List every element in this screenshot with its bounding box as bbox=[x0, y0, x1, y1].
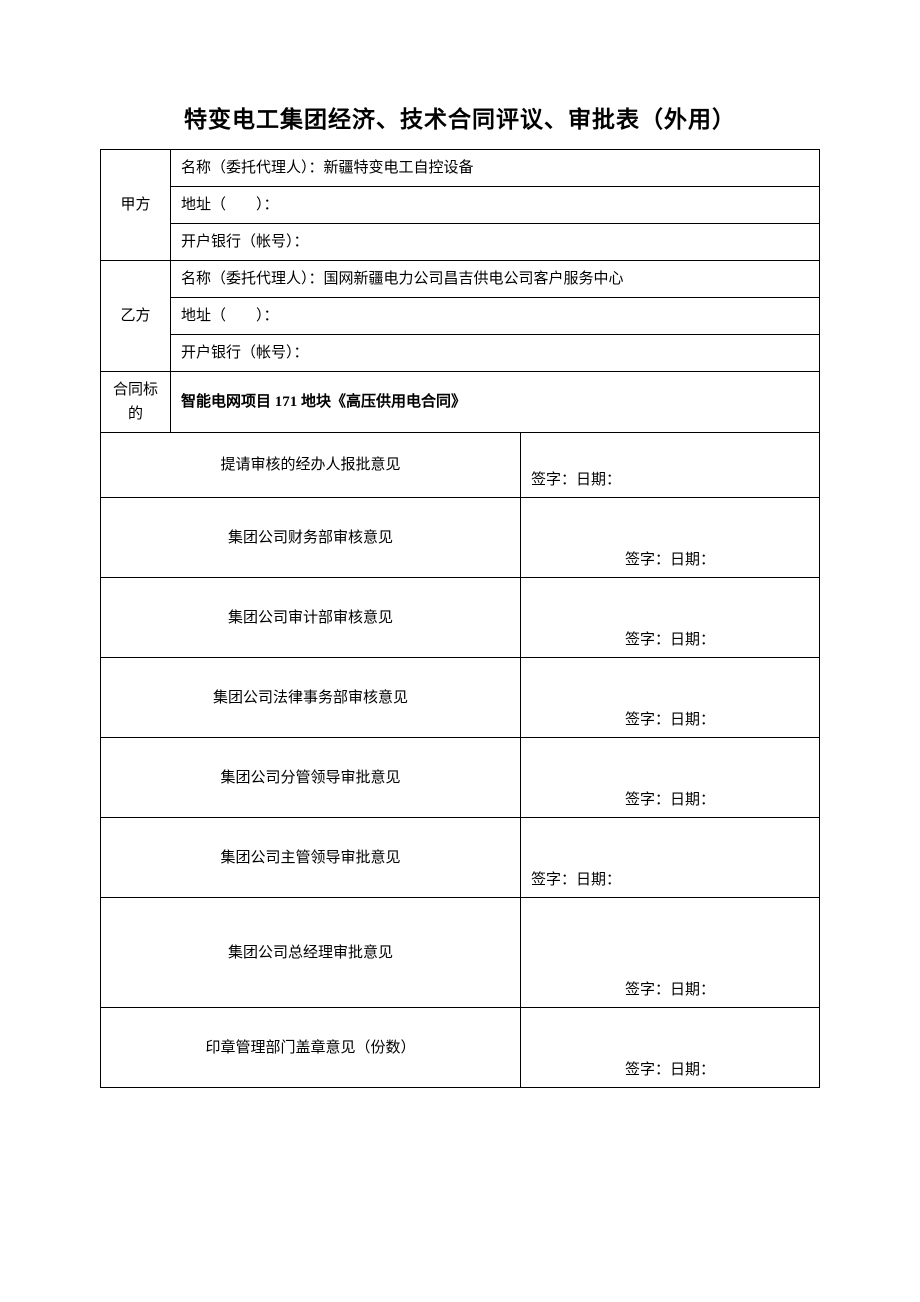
opinion-gm: 集团公司总经理审批意见 bbox=[101, 898, 521, 1008]
opinion-head: 集团公司主管领导审批意见 bbox=[101, 818, 521, 898]
sig-handler: 签字：日期： bbox=[521, 433, 820, 498]
sig-label: 签字：日期： bbox=[531, 868, 809, 897]
sig-deputy: 签字：日期： bbox=[521, 738, 820, 818]
sig-label: 签字：日期： bbox=[531, 468, 809, 497]
opinion-handler: 提请审核的经办人报批意见 bbox=[101, 433, 521, 498]
party-b-address: 地址（ ）： bbox=[171, 298, 820, 335]
sig-gm: 签字：日期： bbox=[521, 898, 820, 1008]
party-b-label: 乙方 bbox=[101, 261, 171, 372]
sig-label: 签字：日期： bbox=[531, 628, 809, 657]
sig-label: 签字：日期： bbox=[531, 978, 809, 1007]
opinion-seal: 印章管理部门盖章意见（份数） bbox=[101, 1008, 521, 1088]
sig-head: 签字：日期： bbox=[521, 818, 820, 898]
party-a-name: 名称（委托代理人）：新疆特变电工自控设备 bbox=[171, 150, 820, 187]
sig-label: 签字：日期： bbox=[531, 788, 809, 817]
sig-seal: 签字：日期： bbox=[521, 1008, 820, 1088]
sig-audit: 签字：日期： bbox=[521, 578, 820, 658]
approval-table: 甲方 名称（委托代理人）：新疆特变电工自控设备 地址（ ）： 开户银行（帐号）：… bbox=[100, 149, 820, 1088]
sig-label: 签字：日期： bbox=[531, 1058, 809, 1087]
opinion-legal: 集团公司法律事务部审核意见 bbox=[101, 658, 521, 738]
sig-label: 签字：日期： bbox=[531, 548, 809, 577]
party-a-label: 甲方 bbox=[101, 150, 171, 261]
sig-legal: 签字：日期： bbox=[521, 658, 820, 738]
party-a-bank: 开户银行（帐号）： bbox=[171, 224, 820, 261]
party-a-address: 地址（ ）： bbox=[171, 187, 820, 224]
opinion-finance: 集团公司财务部审核意见 bbox=[101, 498, 521, 578]
party-b-bank: 开户银行（帐号）： bbox=[171, 335, 820, 372]
party-a-name-label: 名称（委托代理人）： bbox=[181, 160, 324, 176]
party-b-name-label: 名称（委托代理人）： bbox=[181, 271, 324, 287]
party-b-name-value: 国网新疆电力公司昌吉供电公司客户服务中心 bbox=[324, 271, 624, 287]
party-b-name: 名称（委托代理人）：国网新疆电力公司昌吉供电公司客户服务中心 bbox=[171, 261, 820, 298]
page-title: 特变电工集团经济、技术合同评议、审批表（外用） bbox=[100, 100, 820, 134]
subject-label: 合同标的 bbox=[101, 372, 171, 433]
opinion-audit: 集团公司审计部审核意见 bbox=[101, 578, 521, 658]
subject-content: 智能电网项目 171 地块《高压供用电合同》 bbox=[171, 372, 820, 433]
sig-label: 签字：日期： bbox=[531, 708, 809, 737]
opinion-deputy: 集团公司分管领导审批意见 bbox=[101, 738, 521, 818]
party-a-name-value: 新疆特变电工自控设备 bbox=[324, 160, 474, 176]
sig-finance: 签字：日期： bbox=[521, 498, 820, 578]
